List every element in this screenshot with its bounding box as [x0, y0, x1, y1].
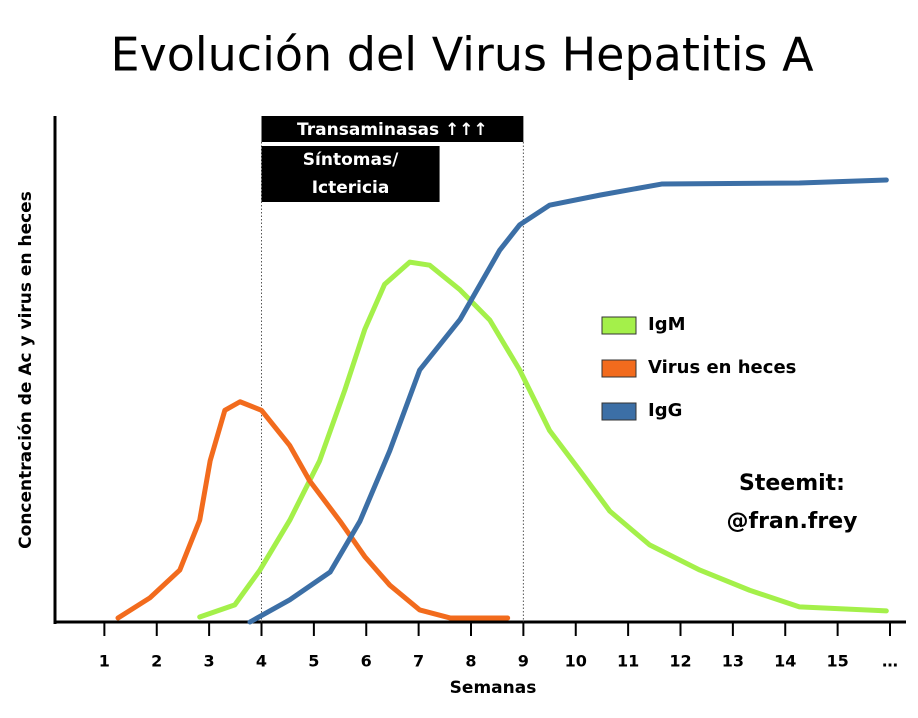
x-tick-label: 13	[722, 652, 744, 671]
x-tick-label: 12	[669, 652, 691, 671]
x-tick-label: 3	[204, 652, 215, 671]
annotation-label: Síntomas/	[303, 150, 399, 170]
legend-swatch	[601, 402, 637, 421]
x-tick-label: 9	[518, 652, 529, 671]
y-axis-label: Concentración de Ac y virus en heces	[16, 191, 36, 549]
watermark: @fran.frey	[727, 509, 858, 534]
x-tick-label: 5	[308, 652, 319, 671]
legend-swatch	[601, 359, 637, 378]
x-tick-label: 11	[617, 652, 639, 671]
legend-label: IgM	[648, 314, 686, 335]
x-tick-label: 10	[565, 652, 587, 671]
legend-label: IgG	[648, 400, 682, 421]
x-tick-label: 8	[465, 652, 476, 671]
annotation-box	[261, 146, 440, 202]
x-tick-label: 1	[99, 652, 110, 671]
series-line	[197, 259, 889, 620]
x-axis-label: Semanas	[450, 678, 537, 698]
annotation-label: Ictericia	[312, 178, 390, 198]
annotation-box	[261, 116, 524, 142]
x-tick-label: 7	[413, 652, 424, 671]
legend-swatch	[601, 316, 637, 335]
annotation-label: Transaminasas ↑↑↑	[297, 120, 488, 140]
x-tick-label: 14	[774, 652, 796, 671]
series-line	[247, 177, 889, 625]
chart-title: Evolución del Virus Hepatitis A	[110, 28, 814, 82]
x-tick-label: …	[882, 652, 898, 671]
series-line	[115, 399, 511, 621]
watermark: Steemit:	[739, 471, 845, 496]
x-tick-label: 2	[151, 652, 162, 671]
x-tick-label: 15	[826, 652, 848, 671]
x-tick-label: 4	[256, 652, 267, 671]
x-tick-label: 6	[361, 652, 372, 671]
legend-label: Virus en heces	[648, 357, 796, 378]
